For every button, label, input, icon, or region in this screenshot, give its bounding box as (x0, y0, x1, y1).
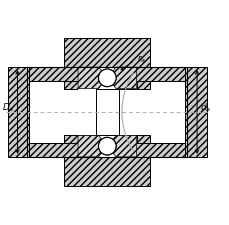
Polygon shape (64, 136, 78, 157)
Text: $r_a$: $r_a$ (136, 53, 145, 65)
Polygon shape (29, 144, 95, 157)
Circle shape (98, 70, 116, 87)
Circle shape (98, 70, 116, 87)
Polygon shape (78, 136, 107, 157)
Polygon shape (78, 68, 107, 89)
Polygon shape (78, 68, 136, 89)
Circle shape (98, 138, 116, 155)
Polygon shape (185, 68, 206, 157)
Polygon shape (107, 68, 136, 89)
Polygon shape (107, 136, 136, 157)
Polygon shape (8, 68, 29, 157)
Polygon shape (64, 157, 150, 186)
Polygon shape (29, 81, 95, 144)
Text: $D_a$: $D_a$ (2, 101, 14, 114)
Polygon shape (64, 68, 78, 89)
Polygon shape (118, 144, 185, 157)
Polygon shape (118, 81, 185, 144)
Polygon shape (78, 136, 136, 157)
Polygon shape (136, 136, 150, 157)
Polygon shape (29, 68, 95, 81)
Polygon shape (78, 89, 95, 136)
Polygon shape (64, 39, 150, 68)
Text: $d_a$: $d_a$ (199, 101, 210, 114)
Polygon shape (118, 68, 185, 81)
Circle shape (98, 138, 116, 155)
Polygon shape (136, 68, 150, 89)
